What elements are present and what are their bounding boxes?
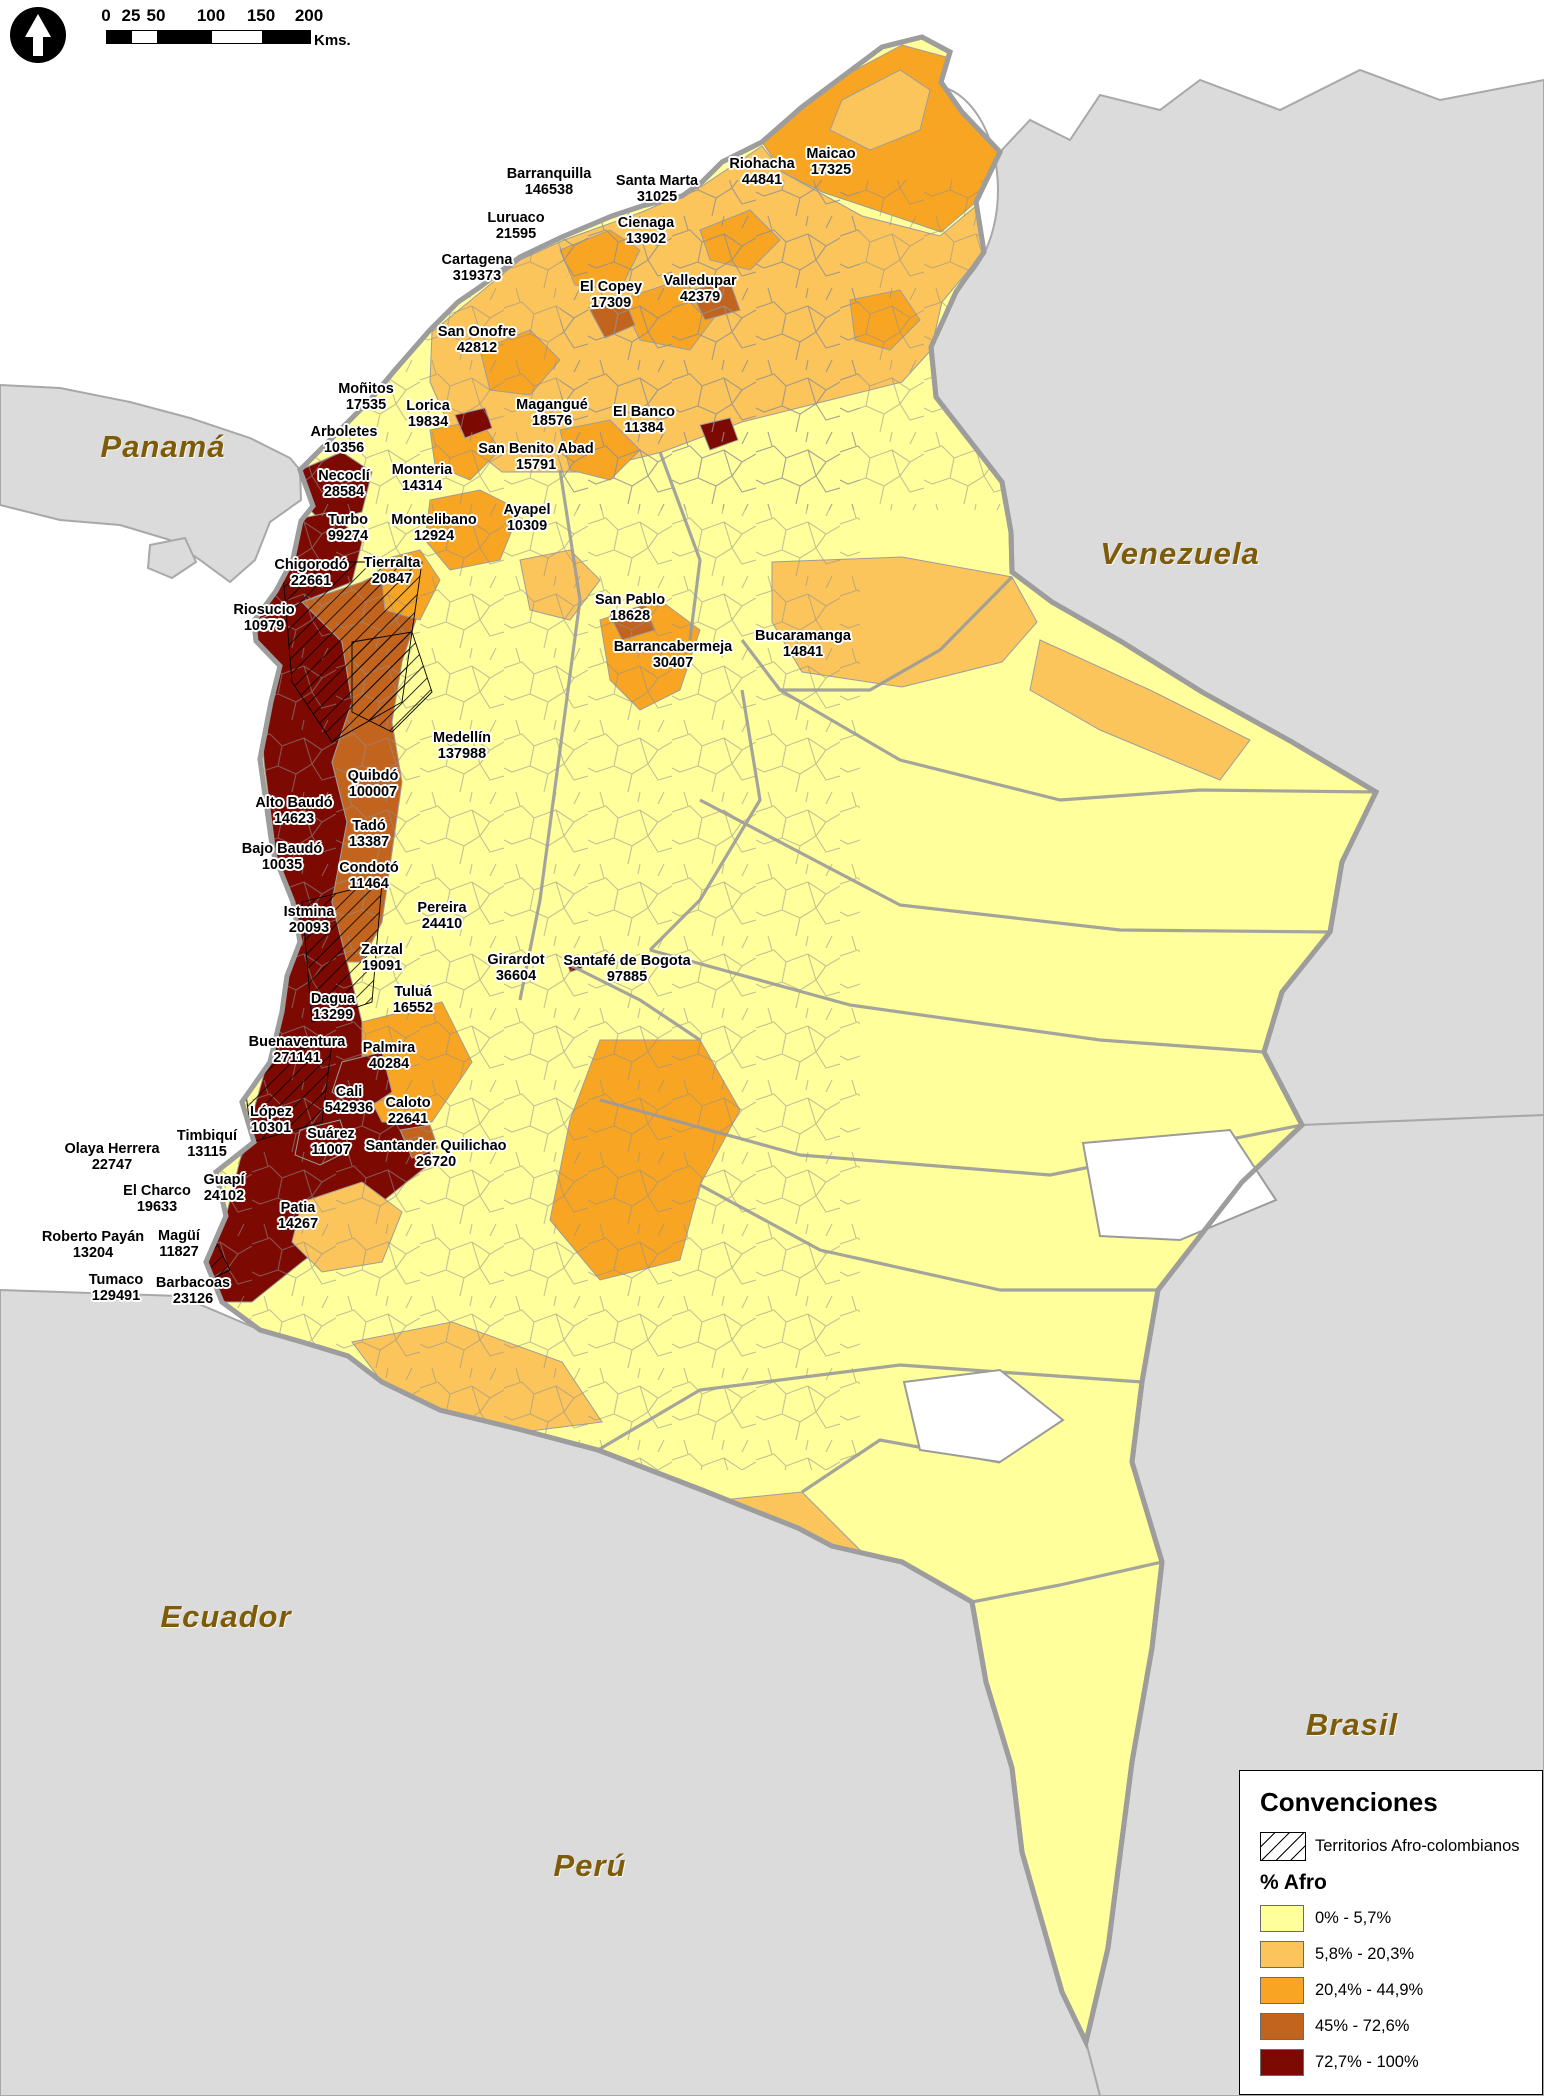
territories-label: Territorios Afro-colombianos [1315,1837,1520,1855]
scalebar-tick: 100 [196,6,226,25]
legend-class-row: 0% - 5,7% [1260,1905,1542,1932]
scalebar-tick: 0 [101,6,111,25]
panama-island-shape [146,536,198,580]
legend-class-swatch [1260,1905,1304,1932]
legend-class-row: 45% - 72,6% [1260,2013,1542,2040]
legend-class-swatch [1260,2013,1304,2040]
country-panama-shape [0,383,303,584]
legend-class-label: 0% - 5,7% [1315,1909,1392,1927]
legend-class-swatch [1260,2049,1304,2076]
legend-class-label: 5,8% - 20,3% [1315,1945,1415,1963]
scalebar-unit: Kms. [314,32,351,49]
colombia-outline [203,34,1380,2050]
scalebar-tick: 150 [246,6,276,25]
legend-title: Convenciones [1260,1787,1438,1817]
no-data-regions [902,1128,1278,1464]
legend-class-label: 45% - 72,6% [1315,2017,1410,2035]
legend-class-label: 20,4% - 44,9% [1315,1981,1424,1999]
afro-territories-hatch [206,561,433,1301]
legend-class-row: 72,7% - 100% [1260,2049,1542,2076]
scale-bar: 0 25 50 100 150 200 Kms. [100,6,350,56]
legend-class-row: 20,4% - 44,9% [1260,1977,1542,2004]
scalebar-tick: 50 [146,6,166,25]
territories-hatch-swatch [1260,1832,1306,1861]
scalebar-tick: 200 [294,6,324,25]
department-borders [518,451,1376,1604]
legend-class-label: 72,7% - 100% [1315,2053,1419,2071]
legend-class-swatch [1260,1941,1304,1968]
scalebar-frame [106,30,311,44]
neighbor-countries [0,68,1544,2096]
legend-class-row: 5,8% - 20,3% [1260,1941,1542,1968]
scalebar-tick: 25 [121,6,141,25]
legend-afro-title: % Afro [1260,1871,1327,1894]
legend-class-swatch [1260,1977,1304,2004]
legend: Convenciones Territorios Afro-colombiano… [1239,1770,1543,2095]
legend-classes: 0% - 5,7% 5,8% - 20,3% 20,4% - 44,9% 45% - … [1260,1905,1542,2076]
north-arrow-icon [10,7,66,63]
